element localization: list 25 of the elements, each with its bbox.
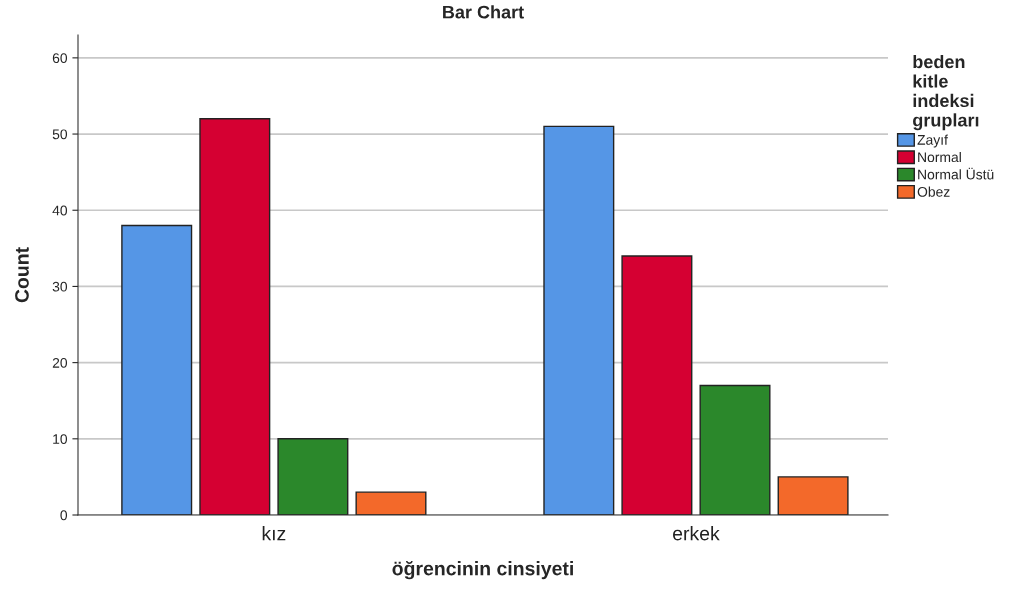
x-axis-title: öğrencinin cinsiyeti <box>392 560 573 580</box>
y-tick-label: 20 <box>52 357 68 368</box>
y-tick-label: 60 <box>52 53 68 64</box>
bar <box>199 118 271 515</box>
x-tick-label: kız <box>262 526 286 541</box>
bar <box>543 125 615 515</box>
x-tick-label: erkek <box>673 526 720 541</box>
bar <box>355 491 427 515</box>
y-axis-title: Count <box>15 247 29 303</box>
chart-title: Bar Chart <box>443 5 524 19</box>
legend-title: beden kitle indeksi grupları <box>913 54 979 131</box>
y-tick-label: 0 <box>60 510 68 521</box>
y-tick-label: 50 <box>52 129 68 140</box>
y-tick-label: 30 <box>52 281 68 292</box>
bar <box>699 384 771 515</box>
bar <box>277 438 349 515</box>
bar <box>777 476 849 515</box>
legend-label: Normal <box>918 151 961 163</box>
legend-label: Obez <box>917 186 950 197</box>
legend-label: Zayıf <box>917 134 948 148</box>
legend-label: Normal Üstü <box>918 167 994 180</box>
bar <box>121 224 193 515</box>
y-tick-label: 40 <box>52 205 68 216</box>
y-tick-label: 10 <box>53 434 68 444</box>
bar <box>621 255 693 515</box>
